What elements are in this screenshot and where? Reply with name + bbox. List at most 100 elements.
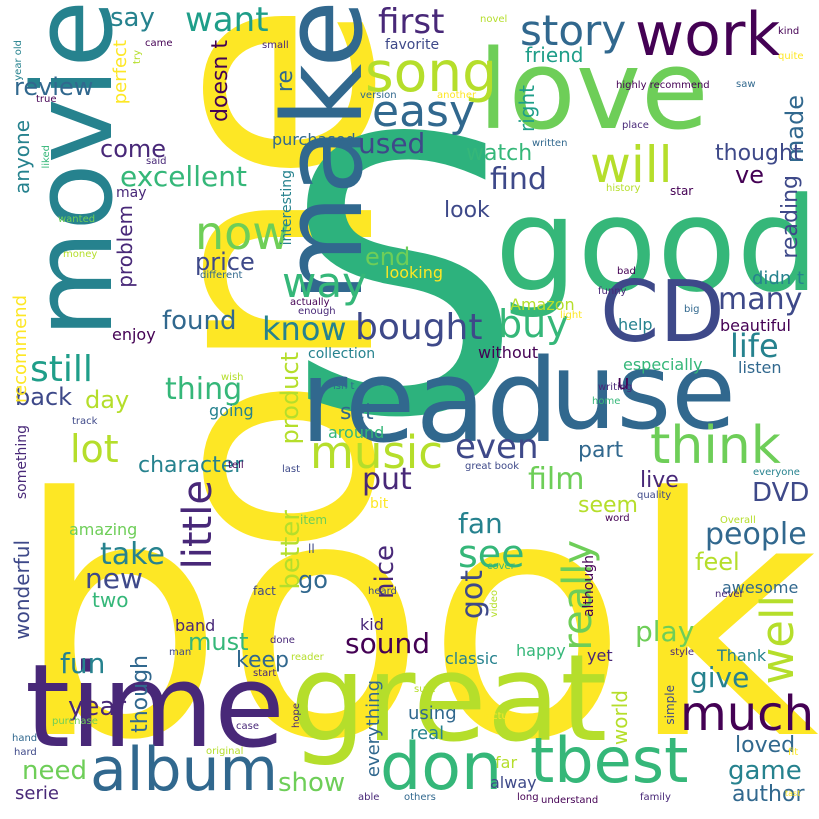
cloud-word-part: part xyxy=(578,438,624,463)
cloud-word-real: real xyxy=(410,723,445,744)
cloud-word-go: go xyxy=(298,566,328,594)
cloud-word-year: year xyxy=(68,692,127,722)
cloud-word-watch: watch xyxy=(466,141,533,166)
cloud-word-wish: wish xyxy=(221,372,244,383)
cloud-word-now: now xyxy=(195,206,290,260)
cloud-word-version: version xyxy=(360,90,397,101)
cloud-word-different: different xyxy=(200,270,243,281)
cloud-word-without: without xyxy=(478,343,539,362)
cloud-word-feel: feel xyxy=(695,548,740,576)
cloud-word-little: little xyxy=(175,480,221,570)
cloud-word-wonderful: wonderful xyxy=(10,540,34,640)
cloud-word-picture: picture xyxy=(483,711,518,722)
cloud-word-fit: fit xyxy=(788,747,799,758)
cloud-word-must: must xyxy=(188,628,249,656)
cloud-word-everything: everything xyxy=(363,680,384,778)
cloud-word-need: need xyxy=(22,756,87,786)
cloud-word-sound: sound xyxy=(345,627,430,660)
cloud-word-price: price xyxy=(195,248,255,276)
cloud-word-perfect: perfect xyxy=(110,40,131,105)
cloud-word-thought: thought xyxy=(715,141,802,166)
cloud-word-take: take xyxy=(100,537,165,572)
cloud-word-keep: keep xyxy=(236,648,289,673)
cloud-word-amazon: Amazon xyxy=(510,295,575,314)
cloud-word-awesome: awesome xyxy=(722,578,799,597)
cloud-word-life: life xyxy=(730,327,779,365)
cloud-word-never: never xyxy=(715,589,744,600)
cloud-word-doesn-t: doesn t xyxy=(208,40,233,122)
cloud-word-recommend: recommend xyxy=(10,295,31,403)
cloud-word-may: may xyxy=(116,185,147,201)
cloud-word-looking: looking xyxy=(385,263,444,282)
cloud-word-hand: hand xyxy=(12,733,38,744)
cloud-word-band: band xyxy=(175,616,216,635)
cloud-word-around: around xyxy=(328,423,385,442)
cloud-word-find: find xyxy=(490,162,547,197)
cloud-word-found: found xyxy=(162,306,237,336)
cloud-word-much: much xyxy=(680,686,814,742)
cloud-word-good: good xyxy=(494,169,819,321)
cloud-word-going: going xyxy=(209,401,254,420)
cloud-word-video: video xyxy=(489,590,500,618)
cloud-word-understand: understand xyxy=(541,795,599,806)
cloud-word-simple: simple xyxy=(663,685,677,725)
cloud-word-star: star xyxy=(670,184,694,198)
cloud-word-story: story xyxy=(520,6,627,55)
cloud-word-others: others xyxy=(404,792,436,803)
cloud-word-show: show xyxy=(278,768,346,798)
cloud-word-hope: hope xyxy=(291,703,302,728)
cloud-word-home: home xyxy=(592,396,621,407)
cloud-word-word: word xyxy=(605,513,630,524)
cloud-word-far: far xyxy=(495,753,518,772)
cloud-word-light: light xyxy=(560,310,583,321)
cloud-word-tell: tell xyxy=(228,460,244,471)
cloud-word-think: think xyxy=(650,416,781,476)
cloud-word-even: even xyxy=(455,427,539,467)
cloud-word-friend: friend xyxy=(525,43,584,67)
cloud-word-thank: Thank xyxy=(717,646,767,665)
cloud-word-classic: classic xyxy=(445,649,498,668)
cloud-word-beautiful: beautiful xyxy=(720,316,791,335)
cloud-word-tast: tast xyxy=(785,789,801,798)
cloud-word-help: help xyxy=(618,315,653,334)
cloud-word-well: well xyxy=(751,595,804,685)
cloud-word-people: people xyxy=(705,517,807,552)
cloud-word-excellent: excellent xyxy=(120,160,247,193)
cloud-word-come: come xyxy=(100,135,167,163)
cloud-word-long: long xyxy=(517,792,539,803)
cloud-word-bought: bought xyxy=(355,307,483,348)
cloud-word-character: character xyxy=(138,453,244,478)
cloud-word-play: play xyxy=(635,615,695,648)
cloud-word-film: film xyxy=(528,462,585,497)
cloud-word-look: look xyxy=(444,198,490,223)
cloud-word-end: end xyxy=(365,243,411,271)
cloud-word-lot: lot xyxy=(70,427,119,471)
cloud-word-small: small xyxy=(262,40,289,51)
cloud-word-tbest: tbest xyxy=(530,724,689,797)
cloud-word-favorite: favorite xyxy=(385,37,440,53)
cloud-word-although: although xyxy=(581,555,597,618)
cloud-word-thing: thing xyxy=(165,372,243,407)
cloud-word-year-old: year old xyxy=(13,40,24,81)
cloud-word-liked: liked xyxy=(41,145,52,169)
cloud-word-way: way xyxy=(282,258,367,307)
cloud-word-game: game xyxy=(728,756,802,786)
cloud-word-use: use xyxy=(550,331,736,453)
cloud-word-day: day xyxy=(85,386,130,414)
cloud-word-place: place xyxy=(622,120,649,131)
cloud-word-still: still xyxy=(30,349,93,390)
cloud-word-highly-recommend: highly recommend xyxy=(616,80,710,91)
cloud-word-product: product xyxy=(276,352,304,445)
cloud-word-bit: bit xyxy=(370,496,389,512)
cloud-word-re: re xyxy=(273,70,298,93)
cloud-word-two: two xyxy=(92,588,129,612)
cloud-word-something: something xyxy=(14,425,30,500)
cloud-word-many: many xyxy=(718,282,803,317)
cloud-word-happy: happy xyxy=(516,641,566,660)
cloud-word-cover: cover xyxy=(487,561,515,572)
cloud-word-anyone: anyone xyxy=(10,120,34,194)
cloud-word-money: money xyxy=(63,249,98,260)
cloud-word-know: know xyxy=(262,310,347,348)
cloud-word-loved: loved xyxy=(735,733,796,758)
cloud-word-set: set xyxy=(340,400,374,425)
